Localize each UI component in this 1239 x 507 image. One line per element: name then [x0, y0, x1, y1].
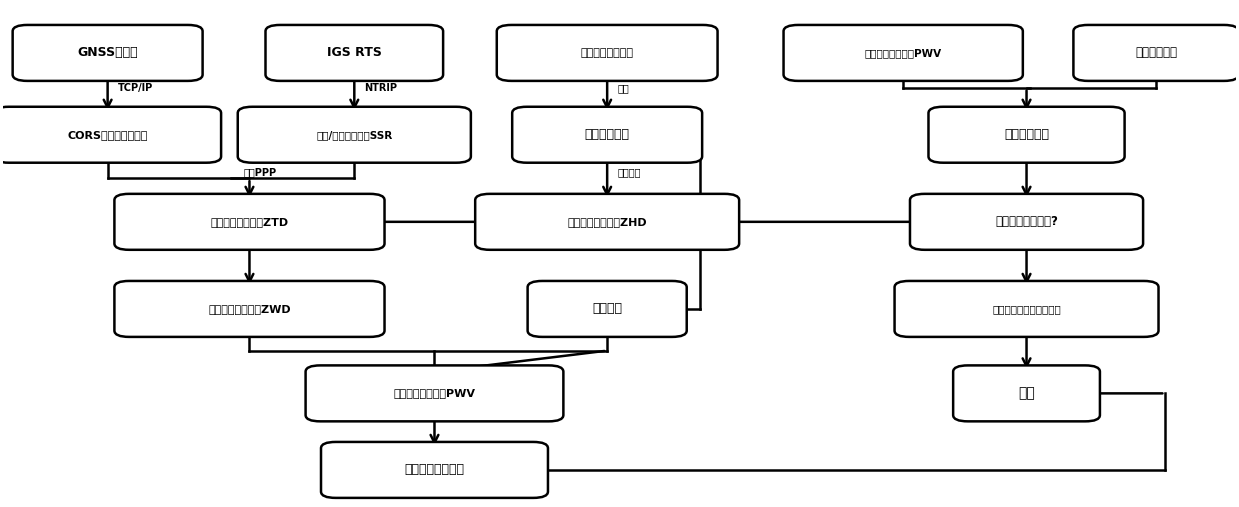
FancyBboxPatch shape	[528, 281, 686, 337]
FancyBboxPatch shape	[12, 25, 203, 81]
Text: 实时大气总降水量PWV: 实时大气总降水量PWV	[394, 388, 476, 399]
FancyBboxPatch shape	[476, 194, 740, 250]
FancyBboxPatch shape	[909, 194, 1144, 250]
Text: 结束: 结束	[1018, 386, 1035, 401]
Text: CORS站实测观测数据: CORS站实测观测数据	[67, 130, 147, 140]
FancyBboxPatch shape	[0, 107, 221, 163]
FancyBboxPatch shape	[114, 194, 384, 250]
FancyBboxPatch shape	[497, 25, 717, 81]
Text: IGS RTS: IGS RTS	[327, 47, 382, 59]
Text: GNSS接收机: GNSS接收机	[77, 47, 138, 59]
Text: 实时对流层干延迟ZHD: 实时对流层干延迟ZHD	[567, 217, 647, 227]
Text: NTRIP: NTRIP	[364, 83, 398, 93]
Text: 大于确定预警阈值?: 大于确定预警阈值?	[995, 215, 1058, 228]
Text: 实时水汽含量变化: 实时水汽含量变化	[404, 463, 465, 477]
Text: TCP/IP: TCP/IP	[118, 83, 152, 93]
FancyBboxPatch shape	[783, 25, 1023, 81]
FancyBboxPatch shape	[953, 366, 1100, 421]
Text: 轨道/钟差改正信息SSR: 轨道/钟差改正信息SSR	[316, 130, 393, 140]
Text: 经验模型: 经验模型	[617, 167, 641, 177]
FancyBboxPatch shape	[895, 281, 1158, 337]
Text: 实时对流层湿延迟ZWD: 实时对流层湿延迟ZWD	[208, 304, 291, 314]
FancyBboxPatch shape	[321, 442, 548, 498]
Text: 播发器对流天气预警信息: 播发器对流天气预警信息	[992, 304, 1061, 314]
FancyBboxPatch shape	[265, 25, 444, 81]
Text: 转换因子: 转换因子	[592, 302, 622, 315]
Text: 网络: 网络	[617, 83, 628, 93]
Text: 实时气象参数: 实时气象参数	[585, 128, 629, 141]
Text: 历史降水资料: 历史降水资料	[1135, 47, 1177, 59]
FancyBboxPatch shape	[238, 107, 471, 163]
FancyBboxPatch shape	[114, 281, 384, 337]
FancyBboxPatch shape	[1073, 25, 1239, 81]
FancyBboxPatch shape	[306, 366, 564, 421]
Text: 初步预警阈值: 初步预警阈值	[1004, 128, 1049, 141]
Text: 历史大气可降水量PWV: 历史大气可降水量PWV	[865, 48, 942, 58]
Text: 实时PPP: 实时PPP	[243, 167, 276, 177]
Text: 气压、温度传感器: 气压、温度传感器	[581, 48, 633, 58]
FancyBboxPatch shape	[512, 107, 703, 163]
Text: 实时对流层总延迟ZTD: 实时对流层总延迟ZTD	[211, 217, 289, 227]
FancyBboxPatch shape	[928, 107, 1125, 163]
